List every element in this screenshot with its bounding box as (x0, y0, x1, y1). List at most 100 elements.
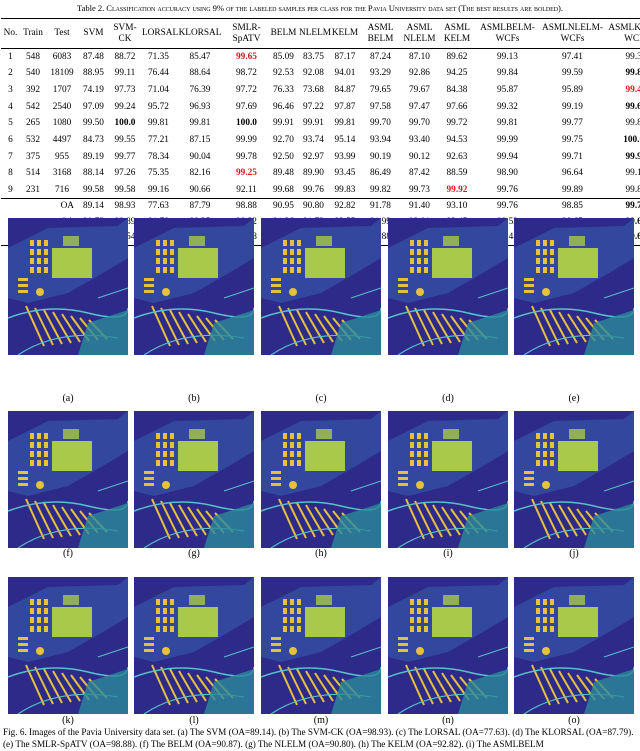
classification-map (261, 577, 381, 714)
table-cell: 955 (55, 151, 69, 162)
panel-label: (k) (62, 715, 74, 726)
panel-label: (g) (188, 548, 200, 559)
classification-map (388, 218, 508, 355)
table-cell: 96.93 (189, 101, 211, 112)
table-cell: 97.87 (334, 101, 356, 112)
table-cell: 99.24 (114, 101, 136, 112)
table-cell: 99.70 (370, 118, 391, 129)
panel-label: (f) (63, 548, 73, 559)
table-cell: 94.53 (446, 134, 468, 145)
table-cell: 92.70 (273, 134, 294, 145)
panel-label: (o) (568, 715, 580, 726)
map-panel (514, 411, 634, 548)
table-cell: 99.84 (497, 68, 518, 79)
column-header: LORSAL (142, 28, 179, 38)
table-cell: 99.62 (625, 101, 640, 112)
table-cell: 97.58 (370, 101, 391, 112)
table-cell: 74.19 (83, 84, 104, 95)
summary-row: OA 89.14 98.93 77.63 87.79 98.88 90.95 90.80 92.… (1, 198, 640, 215)
table-row: 5 265 1080 99.50 100.0 99.81 99.81 100.0 99.91 99… (1, 115, 640, 132)
table-cell: 99.13 (497, 51, 518, 62)
map-panel (261, 577, 381, 714)
table-cell: 88.72 (114, 51, 136, 62)
table-cell: 7 (8, 151, 13, 162)
table-cell: 92.50 (273, 151, 294, 162)
table-cell: 9 (8, 184, 13, 195)
table-cell: 99.41 (625, 84, 640, 95)
classification-map (134, 411, 254, 548)
table-cell: 3168 (52, 168, 72, 179)
results-table: No. Train Test SVM SVM-CK LORSAL KLORSAL SMLR-S… (1, 18, 640, 246)
table-cell: 99.75 (562, 134, 583, 145)
table-cell: 95.89 (562, 84, 583, 95)
panel-label: (m) (313, 715, 329, 726)
table-cell: 94.01 (334, 68, 356, 79)
table-caption-text: Classification accuracy using 9% of the … (106, 3, 563, 13)
table-cell: 97.22 (303, 101, 324, 112)
map-panel (261, 411, 381, 548)
table-cell: 99.91 (303, 118, 324, 129)
classification-map (134, 218, 254, 355)
table-cell: 83.75 (303, 51, 324, 62)
table-cell: 76.44 (148, 68, 169, 79)
table-cell: 88.59 (446, 168, 468, 179)
summary-cell: 93.10 (446, 201, 468, 212)
table-cell: 99.81 (189, 118, 211, 129)
table-cell: 97.72 (236, 84, 257, 95)
map-panel (514, 218, 634, 355)
summary-cell: 92.82 (334, 201, 356, 212)
table-cell: 88.95 (83, 68, 104, 79)
map-panel (388, 411, 508, 548)
summary-cell: 98.93 (114, 201, 136, 212)
column-header: KELM (331, 28, 359, 38)
summary-cell: 90.80 (303, 201, 324, 212)
table-cell: 532 (26, 134, 40, 145)
table-cell: 99.72 (446, 118, 468, 129)
panel-label: (j) (569, 548, 579, 559)
table-cell: 77.21 (148, 134, 169, 145)
classification-map (388, 411, 508, 548)
classification-map (261, 218, 381, 355)
table-cell: 5 (8, 118, 13, 129)
column-header: BELM (270, 28, 297, 38)
table-cell: 87.10 (409, 51, 430, 62)
table-cell: 99.59 (562, 68, 583, 79)
table-cell: 92.97 (303, 151, 324, 162)
table-cell: 97.69 (236, 101, 257, 112)
table-row: 6 532 4497 84.73 99.55 77.21 87.15 99.99 92.70 93… (1, 132, 640, 149)
column-header: Test (54, 28, 70, 38)
table-cell: 71.35 (148, 51, 169, 62)
table-cell: 76.33 (273, 84, 294, 95)
table-cell: 98.72 (236, 68, 257, 79)
table-cell: 82.16 (189, 168, 211, 179)
table-cell: 99.99 (236, 134, 257, 145)
summary-cell: 77.63 (148, 201, 169, 212)
column-header: ASMLNLELM-WCFs (542, 22, 603, 44)
column-header: No. (3, 28, 18, 38)
panel-label: (h) (315, 548, 327, 559)
panel-label: (b) (188, 393, 200, 404)
table-cell: 84.73 (83, 134, 104, 145)
table-cell: 99.73 (409, 184, 430, 195)
table-cell: 93.74 (303, 134, 324, 145)
table-cell: 90.12 (409, 151, 430, 162)
table-row: 2 540 18109 88.95 99.11 76.44 88.64 98.72 92.53 9… (1, 65, 640, 82)
table-cell: 99.68 (273, 184, 294, 195)
column-header: KLORSAL (178, 28, 222, 38)
table-cell: 86.49 (370, 168, 391, 179)
table-cell: 392 (26, 84, 40, 95)
table-cell: 548 (26, 51, 40, 62)
table-cell: 1707 (52, 84, 72, 95)
table-cell: 375 (26, 151, 40, 162)
table-cell: 99.76 (497, 184, 518, 195)
table-cell: 89.19 (83, 151, 104, 162)
table-cell: 84.87 (334, 84, 356, 95)
map-panel (514, 577, 634, 714)
table-cell: 99.25 (236, 168, 257, 179)
panel-label: (e) (568, 393, 580, 404)
table-cell: 8 (8, 168, 13, 179)
table-cell: 514 (26, 168, 40, 179)
panel-label: (i) (443, 548, 453, 559)
table-cell: 73.68 (303, 84, 324, 95)
table-row: 4 542 2540 97.09 99.24 95.72 96.93 97.69 96.46 97… (1, 99, 640, 116)
